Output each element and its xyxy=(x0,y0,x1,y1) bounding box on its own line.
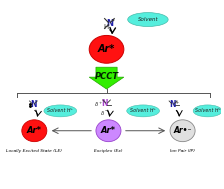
Ellipse shape xyxy=(22,120,47,142)
Text: Ar•⁻: Ar•⁻ xyxy=(173,126,192,135)
FancyArrow shape xyxy=(89,67,124,89)
Text: N: N xyxy=(30,100,37,109)
Text: N: N xyxy=(170,100,176,109)
Text: N: N xyxy=(101,99,108,108)
Ellipse shape xyxy=(193,105,222,117)
Text: Exciplex (Ex): Exciplex (Ex) xyxy=(94,149,123,153)
Text: Solvent H⁺: Solvent H⁺ xyxy=(130,108,156,113)
Text: Ar*: Ar* xyxy=(27,126,42,135)
Text: *: * xyxy=(112,18,115,23)
Text: N: N xyxy=(106,19,113,28)
Text: Solvent: Solvent xyxy=(138,17,158,22)
Text: Ar*: Ar* xyxy=(98,44,115,54)
Ellipse shape xyxy=(170,120,195,142)
Text: +: + xyxy=(175,100,179,105)
Text: H: H xyxy=(103,25,108,30)
Ellipse shape xyxy=(44,105,77,117)
Ellipse shape xyxy=(96,120,121,142)
Text: PCCT: PCCT xyxy=(95,72,118,81)
Ellipse shape xyxy=(89,35,124,63)
Ellipse shape xyxy=(128,13,168,26)
Text: Locally Excited State (LE): Locally Excited State (LE) xyxy=(6,149,62,153)
Text: Ion Pair (IP): Ion Pair (IP) xyxy=(170,149,195,153)
Text: $\delta^+$: $\delta^+$ xyxy=(94,101,103,109)
Text: Solvent H⁺: Solvent H⁺ xyxy=(47,108,73,113)
Text: Solvent H⁺: Solvent H⁺ xyxy=(195,108,221,113)
Ellipse shape xyxy=(127,105,159,117)
Text: $\delta^-$: $\delta^-$ xyxy=(100,109,109,117)
Text: Ar*: Ar* xyxy=(101,126,116,135)
